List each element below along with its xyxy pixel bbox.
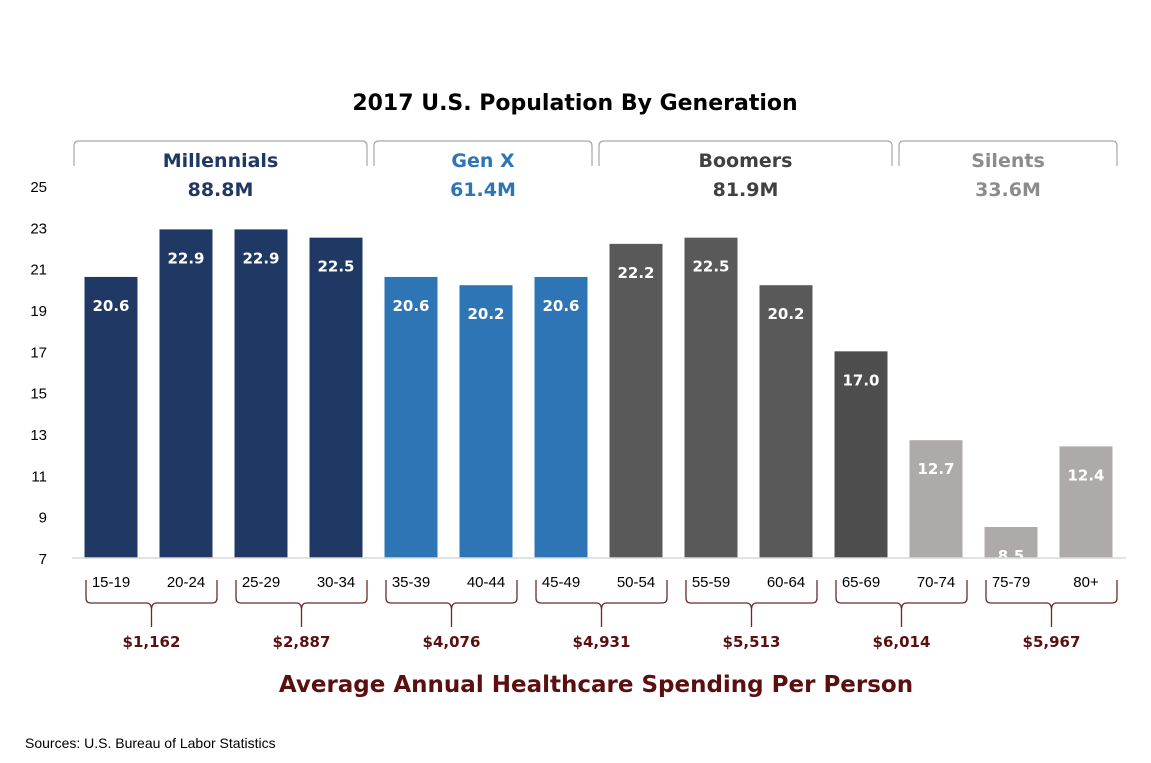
x-tick-label: 15-19 — [92, 574, 130, 591]
spending-bracket — [235, 580, 368, 627]
generation-population: 61.4M — [450, 179, 516, 201]
spending-value: $2,887 — [273, 633, 331, 651]
bar-70-74 — [909, 440, 963, 558]
spending-value: $4,931 — [573, 633, 631, 651]
bar-65-69 — [834, 351, 888, 558]
bar-value-label: 12.4 — [1067, 466, 1104, 484]
source-note: Sources: U.S. Bureau of Labor Statistics — [25, 735, 276, 751]
x-tick-label: 80+ — [1073, 574, 1099, 591]
y-tick-label: 23 — [30, 220, 47, 237]
x-tick-label: 20-24 — [167, 574, 205, 591]
bar-value-label: 8.5 — [998, 547, 1025, 565]
x-tick-label: 65-69 — [842, 574, 880, 591]
spending-title: Average Annual Healthcare Spending Per P… — [279, 672, 913, 698]
generation-bracket — [898, 140, 1118, 166]
bar-value-label: 22.5 — [317, 258, 354, 276]
generation-name: Gen X — [451, 150, 515, 172]
bar-45-49 — [534, 276, 588, 558]
x-tick-label: 50-54 — [617, 574, 655, 591]
generation-population: 33.6M — [975, 179, 1041, 201]
generation-name: Millennials — [163, 150, 279, 172]
bar-value-label: 20.2 — [767, 305, 804, 323]
y-axis: 7 9 11 13 15 17 19 21 23 25 — [30, 179, 47, 568]
bar-55-59 — [684, 237, 738, 558]
generation-headers: Millennials 88.8M Gen X 61.4M Boomers 81.9M Si… — [73, 140, 1118, 201]
bar-value-label: 17.0 — [842, 371, 879, 389]
spending-bracket — [535, 580, 668, 627]
bar-value-label: 20.6 — [92, 297, 129, 315]
bar-35-39 — [384, 276, 438, 558]
y-tick-label: 17 — [30, 344, 47, 361]
bar-40-44 — [459, 285, 513, 558]
spending-value: $4,076 — [423, 633, 481, 651]
spending-value: $5,513 — [723, 633, 781, 651]
y-tick-label: 7 — [39, 551, 47, 568]
x-tick-label: 60-64 — [767, 574, 805, 591]
generation-name: Boomers — [699, 150, 793, 172]
y-tick-label: 9 — [39, 510, 47, 527]
x-tick-label: 70-74 — [917, 574, 955, 591]
bar-value-label: 20.6 — [392, 297, 429, 315]
bar-value-label: 20.2 — [467, 305, 504, 323]
spending-bracket — [835, 580, 968, 627]
spending-bracket — [985, 580, 1118, 627]
bar-60-64 — [759, 285, 813, 558]
generation-population: 81.9M — [713, 179, 779, 201]
bar-value-label: 20.6 — [542, 297, 579, 315]
x-tick-label: 75-79 — [992, 574, 1030, 591]
generation-name: Silents — [971, 150, 1045, 172]
y-tick-label: 21 — [30, 262, 47, 279]
bar-value-label: 12.7 — [917, 460, 954, 478]
bar-30-34 — [309, 237, 363, 558]
bar-20-24 — [159, 229, 213, 558]
spending-bracket — [85, 580, 218, 627]
y-tick-label: 15 — [30, 386, 47, 403]
bar-15-19 — [84, 276, 138, 558]
spending-bracket — [385, 580, 518, 627]
spending-value: $5,967 — [1023, 633, 1081, 651]
spending-brackets: $1,162 $2,887 $4,076 $4,931 $5,513 $6,014 $5,9… — [85, 580, 1118, 651]
generation-population: 88.8M — [188, 179, 254, 201]
bar-value-label: 22.9 — [167, 249, 204, 267]
y-tick-label: 13 — [30, 427, 47, 444]
bar-80+ — [1059, 446, 1113, 558]
bar-value-label: 22.2 — [617, 264, 654, 282]
y-tick-label: 19 — [30, 303, 47, 320]
bar-value-label: 22.9 — [242, 249, 279, 267]
generation-bracket — [598, 140, 893, 166]
bar-75-79 — [984, 527, 1038, 558]
chart-title: 2017 U.S. Population By Generation — [352, 91, 797, 116]
x-tick-label: 45-49 — [542, 574, 580, 591]
bar-value-label: 22.5 — [692, 258, 729, 276]
x-tick-label: 40-44 — [467, 574, 505, 591]
bar-25-29 — [234, 229, 288, 558]
x-tick-label: 25-29 — [242, 574, 280, 591]
generation-bracket — [73, 140, 368, 166]
generation-bracket — [373, 140, 593, 166]
x-tick-label: 55-59 — [692, 574, 730, 591]
bar-50-54 — [609, 243, 663, 558]
y-tick-label: 25 — [30, 179, 47, 196]
spending-value: $1,162 — [123, 633, 181, 651]
x-tick-label: 35-39 — [392, 574, 430, 591]
spending-bracket — [685, 580, 818, 627]
bars: 20.6 22.9 22.9 22.5 20.6 20.2 20.6 22.2 22.5 20.2… — [84, 229, 1113, 565]
x-tick-label: 30-34 — [317, 574, 355, 591]
y-tick-label: 11 — [31, 468, 47, 485]
x-axis: 15-19 20-24 25-29 30-34 35-39 40-44 45-49 50-54… — [92, 574, 1099, 591]
spending-value: $6,014 — [873, 633, 931, 651]
